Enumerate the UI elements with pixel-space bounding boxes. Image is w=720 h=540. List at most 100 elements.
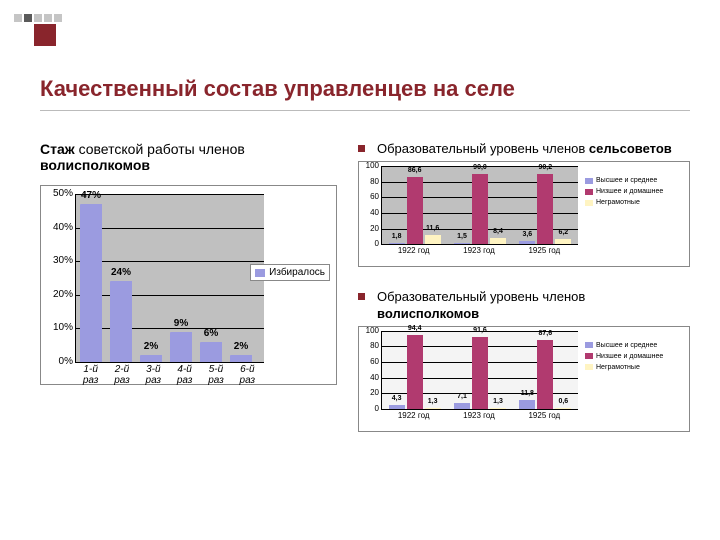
legend-label: Высшее и среднее [596,176,657,185]
bar-value-label: 11,8 [517,390,537,397]
bar: 47% [80,204,102,362]
bar-value-label: 6% [200,328,222,339]
grouped-bar: 8,4 [490,238,506,245]
y-axis-label: 60 [361,192,379,201]
x-axis-label: 1923 год [463,411,495,420]
x-axis-label: 6-йраз [233,364,261,386]
legend-label: Избиралось [269,267,325,278]
bar-value-label: 2% [140,341,162,352]
legend-label: Высшее и среднее [596,341,657,350]
y-axis-label: 0% [45,356,73,367]
grouped-bar: 90,2 [537,174,553,244]
grouped-bar: 11,6 [425,235,441,244]
y-axis-label: 50% [45,188,73,199]
x-axis-label: 2-йраз [108,364,136,386]
y-axis-label: 100 [361,326,379,335]
x-axis-label: 4-йраз [171,364,199,386]
bar: 9% [170,332,192,362]
legend-swatch [585,364,593,370]
title-divider [40,110,690,111]
y-axis-label: 10% [45,322,73,333]
tenure-bar-chart: 47% 24% 2% 9% 6% 2% Избиралось 0% 10% 20% 30% 40%… [40,185,337,385]
y-axis-label: 100 [361,161,379,170]
bar-value-label: 24% [110,267,132,278]
grouped-bar: 4,3 [389,405,405,408]
y-axis-label: 20% [45,289,73,300]
bar-value-label: 9% [170,318,192,329]
slide-decorator [14,14,94,46]
legend-swatch [585,178,593,184]
bar-value-label: 4,3 [387,395,407,402]
slide-title: Качественный состав управленцев на селе [40,76,690,102]
grouped-bar: 91,6 [472,337,488,408]
y-axis-label: 60 [361,357,379,366]
x-axis-label: 1-йраз [77,364,105,386]
legend: Высшее и среднееНизшее и домашнееНеграмо… [585,176,685,209]
bar-value-label: 3,6 [517,231,537,238]
grouped-bar: 1,8 [389,243,405,244]
bar: 2% [140,355,162,362]
bar-value-label: 11,6 [423,225,443,232]
bar-value-label: 1,8 [387,233,407,240]
grouped-bar: 94,4 [407,335,423,409]
grouped-bar: 87,6 [537,340,553,408]
y-axis-label: 80 [361,177,379,186]
x-axis-label: 1922 год [398,246,430,255]
grouped-bar: 3,6 [519,241,535,244]
grouped-bar: 0,6 [555,408,571,409]
left-chart-title: Стаж советской работы членов волисполком… [40,141,338,173]
right-chart-title: Образовательный уровень членов волисполк… [377,289,690,322]
x-axis-label: 1925 год [528,411,560,420]
x-axis-label: 1923 год [463,246,495,255]
y-axis-label: 80 [361,341,379,350]
grouped-bar: 7,1 [454,403,470,409]
y-axis-label: 0 [361,404,379,413]
grouped-bar: 11,8 [519,400,535,409]
bar-value-label: 90,0 [470,164,490,171]
legend: Высшее и среднееНизшее и домашнееНеграмо… [585,341,685,374]
bar-value-label: 91,6 [470,327,490,334]
y-axis-label: 40% [45,222,73,233]
bar-value-label: 7,1 [452,393,472,400]
y-axis-label: 20 [361,388,379,397]
bar-value-label: 87,6 [535,330,555,337]
education-chart: 4,394,41,37,191,61,311,887,60,6020406080… [358,326,690,432]
bar-value-label: 1,5 [452,233,472,240]
right-chart-title: Образовательный уровень членов сельсовет… [377,141,672,157]
bar-value-label: 47% [80,190,102,201]
y-axis-label: 30% [45,255,73,266]
grouped-bar: 1,3 [425,408,441,409]
tenure-plot-area: 47% 24% 2% 9% 6% 2% [75,194,264,363]
y-axis-label: 40 [361,373,379,382]
bar-value-label: 86,6 [405,167,425,174]
bar-value-label: 0,6 [553,398,573,405]
x-axis-label: 1922 год [398,411,430,420]
tenure-legend: Избиралось [250,264,330,281]
bar: 6% [200,342,222,362]
legend-swatch [585,189,593,195]
grouped-bar: 6,2 [555,239,571,244]
legend-swatch [585,342,593,348]
y-axis-label: 40 [361,208,379,217]
bar-value-label: 2% [230,341,252,352]
grouped-bar: 86,6 [407,177,423,245]
bullet-icon [358,293,365,300]
bar-value-label: 8,4 [488,228,508,235]
bar-value-label: 94,4 [405,325,425,332]
bar-value-label: 6,2 [553,229,573,236]
bar-value-label: 1,3 [423,398,443,405]
y-axis-label: 0 [361,239,379,248]
x-axis-label: 5-йраз [202,364,230,386]
grouped-bar: 90,0 [472,174,488,244]
bar: 24% [110,281,132,362]
y-axis-label: 20 [361,224,379,233]
legend-swatch [585,200,593,206]
bar: 2% [230,355,252,362]
legend-swatch [585,353,593,359]
bar-value-label: 90,2 [535,164,555,171]
legend-label: Неграмотные [596,363,640,372]
education-chart: 1,886,611,61,590,08,43,690,26,2020406080… [358,161,690,267]
x-axis-label: 1925 год [528,246,560,255]
legend-label: Неграмотные [596,198,640,207]
legend-swatch [255,269,265,277]
